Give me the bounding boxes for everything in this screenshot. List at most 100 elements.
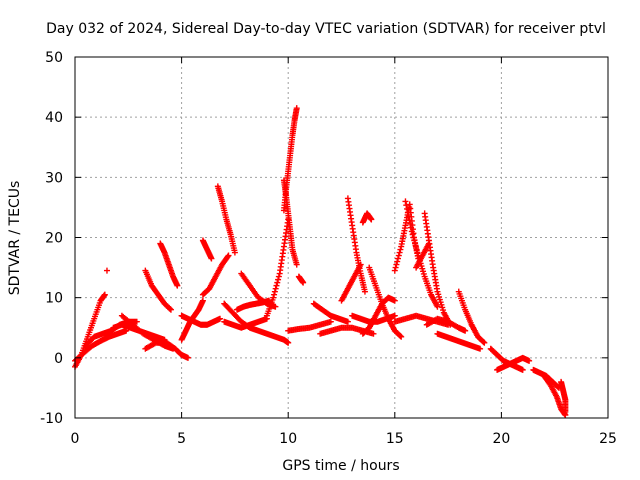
y-tick-label: 10: [45, 291, 63, 307]
series-arc-29: [349, 312, 398, 325]
data-point: [396, 249, 403, 256]
series-arc-04: [103, 267, 110, 274]
series-arc-37: [423, 315, 469, 334]
data-point: [480, 339, 487, 346]
data-point: [199, 297, 206, 304]
data-point: [405, 213, 412, 220]
y-tick-label: 30: [45, 170, 63, 186]
data-point: [410, 234, 417, 241]
data-point: [208, 255, 215, 262]
series-arc-36: [421, 210, 454, 328]
data-point: [404, 209, 411, 216]
data-point: [408, 228, 415, 235]
data-point: [412, 243, 419, 250]
series-arc-08: [157, 240, 181, 289]
data-point: [477, 345, 484, 352]
data-point: [411, 237, 418, 244]
data-point: [271, 291, 278, 298]
data-point: [368, 216, 375, 223]
data-point: [274, 279, 281, 286]
data-point: [397, 333, 404, 340]
data-point: [270, 294, 277, 301]
data-point: [300, 279, 307, 286]
data-point: [412, 240, 419, 247]
data-point: [327, 318, 334, 325]
series-arc-18: [238, 270, 279, 310]
data-point: [361, 288, 368, 295]
series-arc-21: [280, 177, 300, 268]
data-point: [406, 217, 413, 224]
data-point: [403, 202, 410, 209]
data-point: [275, 273, 282, 280]
series-arc-31: [366, 264, 405, 340]
data-point: [394, 255, 401, 262]
series-arc-11: [178, 312, 223, 328]
series-arc-23: [295, 273, 307, 286]
series-arc-16: [221, 300, 292, 346]
data-point: [275, 276, 282, 283]
axis-ticks: 0 5 10 15 20 25 -10 0 10 20 30 40 50: [40, 50, 617, 447]
series-arc-26: [344, 195, 368, 295]
data-point: [272, 285, 279, 292]
data-point: [397, 246, 404, 253]
data-point: [272, 303, 279, 310]
series-arc-27: [338, 261, 364, 304]
data-point: [271, 288, 278, 295]
x-tick-label: 0: [71, 431, 80, 447]
x-tick-label: 20: [492, 431, 510, 447]
data-point: [293, 105, 300, 112]
data-point: [392, 264, 399, 271]
data-point: [231, 249, 238, 256]
x-tick-label: 5: [177, 431, 186, 447]
series-arc-09: [142, 339, 191, 361]
chart-title: Day 032 of 2024, Sidereal Day-to-day VTE…: [46, 21, 606, 37]
data-point: [434, 303, 441, 310]
data-point: [407, 220, 414, 227]
y-tick-label: 50: [45, 50, 63, 66]
data-point: [101, 291, 108, 298]
x-tick-label: 15: [386, 431, 404, 447]
data-point: [167, 306, 174, 313]
series-arc-07: [142, 267, 174, 313]
series-arc-39: [455, 288, 488, 346]
y-tick-label: 0: [54, 351, 63, 367]
data-point: [174, 282, 181, 289]
series-arc-44: [558, 378, 569, 415]
data-point: [395, 252, 402, 259]
data-point: [225, 252, 232, 259]
series-arc-24: [310, 300, 351, 325]
data-point: [414, 249, 421, 256]
data-point: [216, 315, 223, 322]
x-tick-label: 10: [279, 431, 297, 447]
data-point: [184, 354, 191, 361]
data-point: [273, 282, 280, 289]
data-point: [408, 224, 415, 231]
series-arc-14: [214, 183, 238, 256]
y-axis-label: SDTVAR / TECUs: [7, 181, 23, 296]
data-points: [72, 105, 569, 418]
series-arc-02: [72, 327, 130, 364]
series-arc-38: [434, 330, 484, 352]
series-arc-43: [541, 372, 569, 418]
data-point: [562, 408, 569, 415]
y-tick-label: 20: [45, 231, 63, 247]
data-point: [293, 261, 300, 268]
data-point: [133, 318, 140, 325]
data-point: [526, 357, 533, 364]
y-tick-label: 40: [45, 110, 63, 126]
x-tick-label: 25: [599, 431, 617, 447]
data-point: [462, 327, 469, 334]
data-point: [391, 267, 398, 274]
data-point: [394, 258, 401, 265]
y-tick-label: -10: [40, 411, 63, 427]
series-arc-41: [494, 354, 533, 373]
data-point: [398, 333, 405, 340]
data-point: [393, 261, 400, 268]
data-point: [224, 253, 231, 260]
series-arc-35: [413, 240, 432, 271]
data-point: [103, 267, 110, 274]
data-point: [370, 330, 377, 337]
data-point: [409, 231, 416, 238]
data-point: [285, 339, 292, 346]
